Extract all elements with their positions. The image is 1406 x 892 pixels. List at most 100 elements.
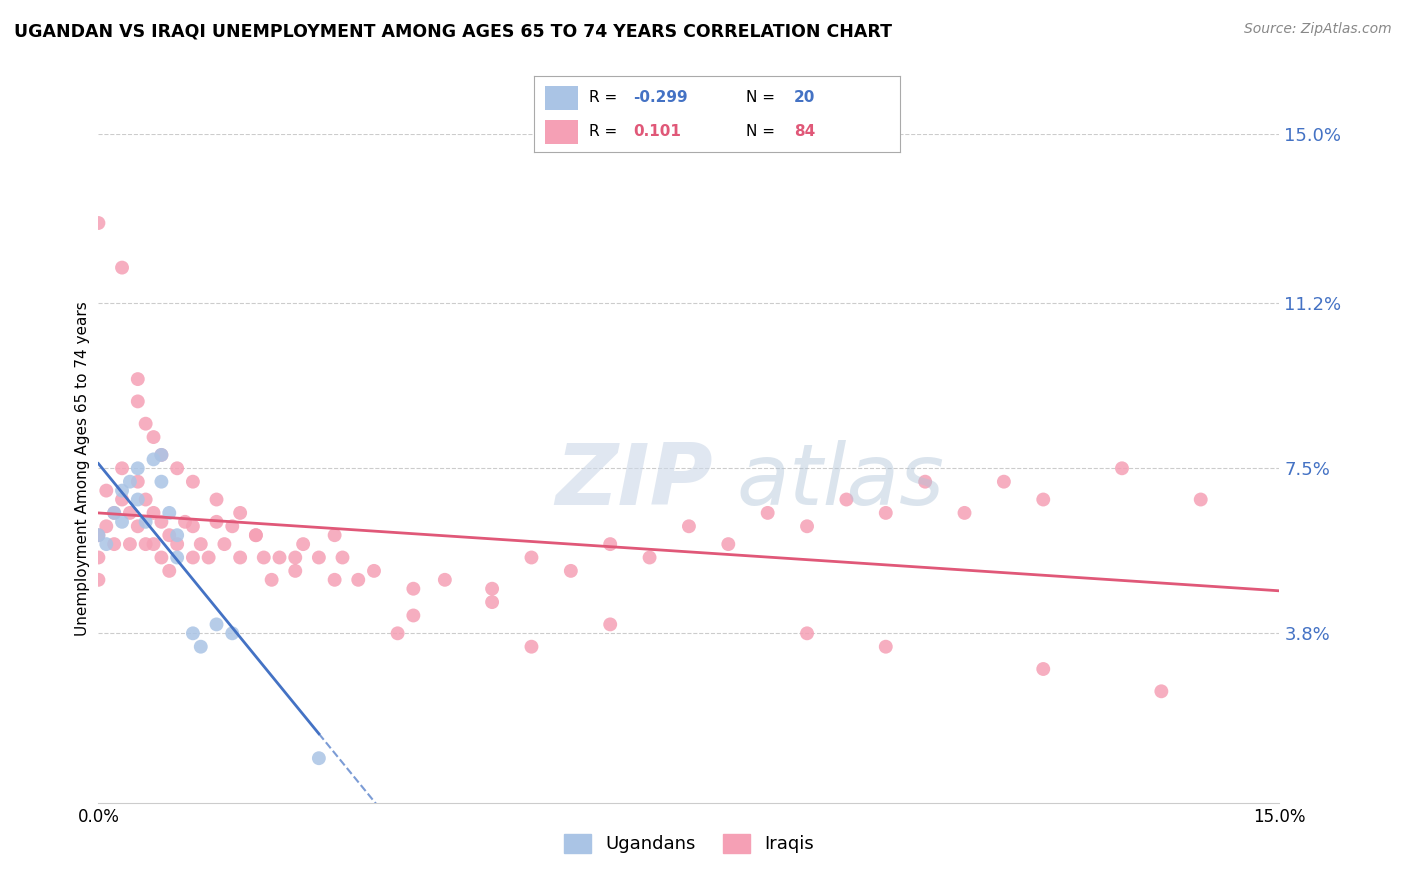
Point	[205, 492, 228, 507]
Point	[96, 519, 118, 533]
Point	[245, 528, 267, 542]
Point	[1189, 492, 1212, 507]
Point	[111, 260, 134, 275]
Point	[875, 640, 897, 654]
Point	[87, 528, 110, 542]
Point	[190, 537, 212, 551]
Point	[181, 519, 204, 533]
Point	[520, 640, 543, 654]
Point	[157, 506, 180, 520]
Point	[221, 626, 243, 640]
Point	[560, 564, 582, 578]
Point	[993, 475, 1015, 489]
Point	[599, 537, 621, 551]
Point	[118, 475, 141, 489]
Point	[142, 430, 165, 444]
Text: 84: 84	[794, 124, 815, 139]
Point	[166, 461, 188, 475]
Point	[150, 448, 173, 462]
Point	[205, 515, 228, 529]
Point	[111, 515, 134, 529]
Point	[118, 537, 141, 551]
Point	[190, 640, 212, 654]
Point	[433, 573, 456, 587]
Point	[150, 515, 173, 529]
Point	[150, 475, 173, 489]
Text: 0.101: 0.101	[633, 124, 681, 139]
Text: Source: ZipAtlas.com: Source: ZipAtlas.com	[1244, 22, 1392, 37]
Point	[387, 626, 409, 640]
Point	[875, 506, 897, 520]
Text: 20: 20	[794, 90, 815, 105]
FancyBboxPatch shape	[546, 86, 578, 110]
Point	[166, 528, 188, 542]
Point	[284, 564, 307, 578]
Point	[96, 537, 118, 551]
Point	[1032, 662, 1054, 676]
Point	[914, 475, 936, 489]
Point	[481, 595, 503, 609]
Text: R =: R =	[589, 124, 623, 139]
Point	[599, 617, 621, 632]
Point	[181, 626, 204, 640]
Point	[953, 506, 976, 520]
Point	[111, 492, 134, 507]
Point	[253, 550, 276, 565]
Text: ZIP: ZIP	[555, 440, 713, 524]
Point	[197, 550, 219, 565]
Point	[127, 519, 149, 533]
Point	[1111, 461, 1133, 475]
Point	[127, 492, 149, 507]
Point	[292, 537, 315, 551]
Point	[118, 506, 141, 520]
Point	[308, 751, 330, 765]
Point	[402, 608, 425, 623]
Point	[402, 582, 425, 596]
Point	[166, 537, 188, 551]
Point	[111, 483, 134, 498]
Point	[87, 216, 110, 230]
Y-axis label: Unemployment Among Ages 65 to 74 years: Unemployment Among Ages 65 to 74 years	[75, 301, 90, 636]
Point	[127, 461, 149, 475]
Point	[835, 492, 858, 507]
Point	[157, 564, 180, 578]
Point	[103, 506, 125, 520]
Point	[638, 550, 661, 565]
Point	[214, 537, 236, 551]
Point	[332, 550, 354, 565]
Point	[157, 528, 180, 542]
Point	[245, 528, 267, 542]
Point	[323, 528, 346, 542]
Point	[205, 617, 228, 632]
Point	[135, 537, 157, 551]
Point	[135, 492, 157, 507]
Point	[796, 519, 818, 533]
Point	[229, 506, 252, 520]
Point	[284, 550, 307, 565]
Text: N =: N =	[747, 90, 780, 105]
Text: R =: R =	[589, 90, 623, 105]
Point	[481, 582, 503, 596]
Point	[221, 519, 243, 533]
Point	[142, 537, 165, 551]
Point	[127, 394, 149, 409]
Point	[181, 475, 204, 489]
Point	[166, 550, 188, 565]
Legend: Ugandans, Iraqis: Ugandans, Iraqis	[557, 827, 821, 861]
Point	[1032, 492, 1054, 507]
Point	[229, 550, 252, 565]
Point	[103, 537, 125, 551]
Point	[96, 483, 118, 498]
Text: atlas: atlas	[737, 440, 945, 524]
Point	[103, 506, 125, 520]
Point	[717, 537, 740, 551]
Point	[142, 506, 165, 520]
Point	[1150, 684, 1173, 698]
Point	[111, 461, 134, 475]
Point	[756, 506, 779, 520]
Point	[796, 626, 818, 640]
Point	[127, 475, 149, 489]
Point	[363, 564, 385, 578]
Point	[174, 515, 197, 529]
FancyBboxPatch shape	[546, 120, 578, 144]
